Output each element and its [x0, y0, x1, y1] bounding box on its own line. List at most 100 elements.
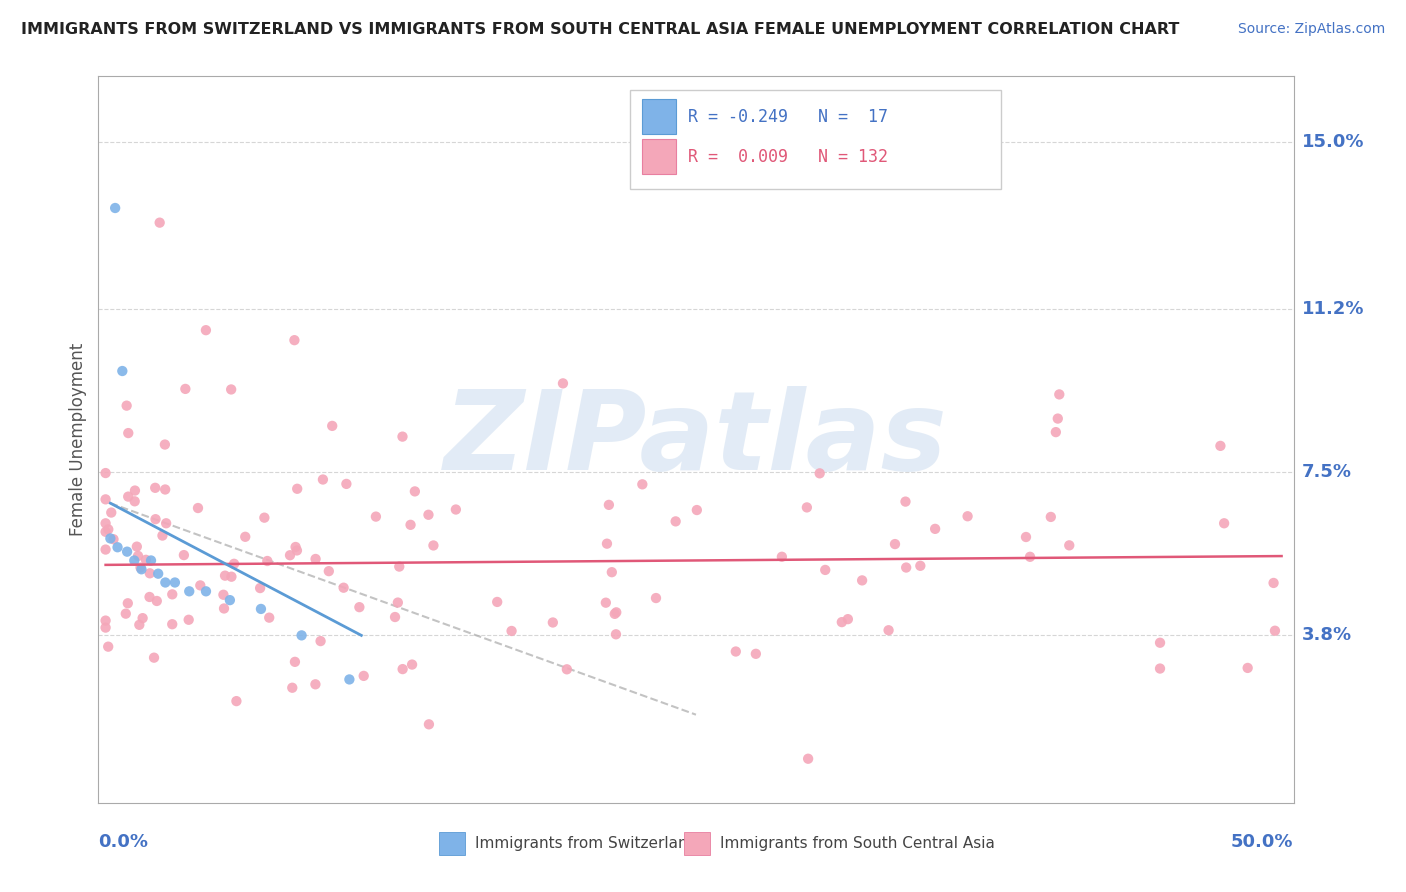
- Point: [605, 605, 627, 619]
- Point: [1149, 661, 1171, 675]
- Point: [1047, 387, 1070, 401]
- Point: [285, 543, 308, 558]
- Point: [127, 549, 149, 563]
- Point: [139, 553, 162, 567]
- Point: [797, 752, 820, 766]
- Point: [155, 575, 177, 590]
- Point: [114, 607, 136, 621]
- Point: [770, 549, 793, 564]
- Point: [486, 595, 509, 609]
- Point: [253, 510, 276, 524]
- Point: [631, 477, 654, 491]
- Point: [551, 376, 574, 391]
- Point: [155, 516, 177, 531]
- Point: [173, 548, 195, 562]
- Point: [387, 596, 409, 610]
- Text: IMMIGRANTS FROM SWITZERLAND VS IMMIGRANTS FROM SOUTH CENTRAL ASIA FEMALE UNEMPLO: IMMIGRANTS FROM SWITZERLAND VS IMMIGRANT…: [21, 22, 1180, 37]
- FancyBboxPatch shape: [643, 139, 676, 174]
- Point: [444, 502, 467, 516]
- Point: [143, 481, 166, 495]
- Point: [139, 566, 162, 581]
- Point: [94, 492, 117, 507]
- Point: [349, 600, 371, 615]
- Point: [153, 437, 176, 451]
- Point: [894, 494, 917, 508]
- Point: [117, 490, 139, 504]
- Point: [595, 596, 617, 610]
- Point: [391, 662, 413, 676]
- Point: [1059, 538, 1081, 552]
- Point: [404, 484, 426, 499]
- Point: [837, 612, 859, 626]
- Point: [103, 533, 125, 547]
- Point: [924, 522, 946, 536]
- Point: [645, 591, 668, 605]
- Point: [388, 559, 411, 574]
- Text: 11.2%: 11.2%: [1302, 301, 1364, 318]
- Y-axis label: Female Unemployment: Female Unemployment: [69, 343, 87, 536]
- Point: [600, 565, 623, 579]
- Point: [94, 524, 117, 539]
- Point: [212, 601, 235, 615]
- Point: [401, 657, 423, 672]
- Point: [418, 717, 440, 731]
- Point: [686, 503, 709, 517]
- Point: [97, 640, 120, 654]
- Point: [212, 588, 235, 602]
- Point: [194, 323, 217, 337]
- Point: [225, 694, 247, 708]
- Text: Source: ZipAtlas.com: Source: ZipAtlas.com: [1237, 22, 1385, 37]
- Point: [1039, 510, 1062, 524]
- Point: [309, 634, 332, 648]
- Text: Immigrants from Switzerland: Immigrants from Switzerland: [475, 836, 697, 851]
- Point: [1149, 636, 1171, 650]
- Point: [304, 552, 326, 566]
- Point: [124, 494, 146, 508]
- Point: [124, 553, 146, 567]
- Text: R = -0.249   N =  17: R = -0.249 N = 17: [688, 108, 887, 126]
- Point: [1209, 439, 1232, 453]
- Point: [131, 611, 153, 625]
- Point: [233, 530, 256, 544]
- Point: [814, 563, 837, 577]
- Point: [1236, 661, 1258, 675]
- Point: [160, 617, 183, 632]
- Point: [162, 587, 184, 601]
- FancyBboxPatch shape: [630, 90, 1001, 188]
- Text: 7.5%: 7.5%: [1302, 463, 1351, 482]
- Point: [94, 466, 117, 480]
- Point: [94, 621, 117, 635]
- Point: [1015, 530, 1038, 544]
- Point: [339, 673, 361, 687]
- Point: [318, 564, 340, 578]
- Point: [605, 627, 627, 641]
- Point: [98, 532, 122, 546]
- Point: [332, 581, 354, 595]
- Point: [152, 528, 174, 542]
- Point: [163, 575, 186, 590]
- Point: [603, 607, 626, 621]
- Point: [304, 677, 326, 691]
- Point: [179, 584, 201, 599]
- Point: [221, 570, 243, 584]
- Point: [596, 537, 619, 551]
- Point: [541, 615, 564, 630]
- Point: [195, 584, 218, 599]
- Point: [353, 669, 375, 683]
- Point: [145, 512, 167, 526]
- Point: [100, 506, 122, 520]
- Point: [1046, 411, 1069, 425]
- Point: [107, 541, 129, 555]
- FancyBboxPatch shape: [643, 99, 676, 134]
- Point: [94, 614, 117, 628]
- Point: [188, 578, 211, 592]
- Point: [131, 562, 153, 576]
- Point: [283, 333, 305, 347]
- Point: [555, 662, 578, 676]
- Point: [335, 476, 357, 491]
- Point: [148, 566, 170, 581]
- Point: [117, 426, 139, 441]
- Point: [111, 364, 134, 378]
- Point: [187, 501, 209, 516]
- Point: [281, 681, 304, 695]
